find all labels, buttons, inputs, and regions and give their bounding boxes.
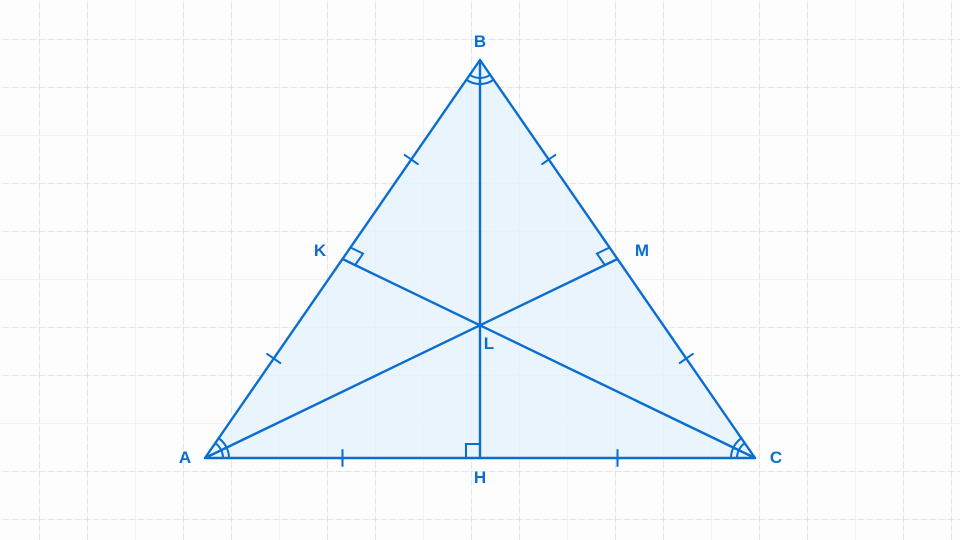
label-H: H (474, 468, 486, 488)
triangle-diagram (0, 0, 960, 540)
label-B: B (474, 32, 486, 52)
label-K: K (314, 241, 326, 261)
label-L: L (484, 334, 494, 354)
label-M: M (635, 241, 649, 261)
label-A: A (179, 448, 191, 468)
label-C: C (770, 448, 782, 468)
